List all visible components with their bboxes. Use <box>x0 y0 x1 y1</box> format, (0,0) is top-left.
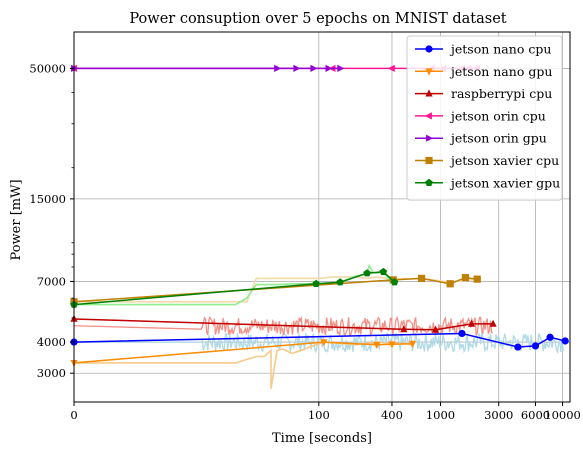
axes-frame <box>73 31 571 403</box>
legend-item: jetson orin gpu <box>415 131 547 146</box>
data-point <box>320 339 328 347</box>
legend-marker <box>425 68 433 76</box>
data-point <box>337 64 345 72</box>
data-point <box>310 64 318 72</box>
data-point <box>561 337 569 345</box>
legend-marker <box>425 45 433 53</box>
legend-label: jetson nano cpu <box>449 42 551 57</box>
data-point <box>293 64 301 72</box>
data-point <box>431 325 440 333</box>
legend-box <box>406 35 563 201</box>
y-tick-label: 50000 <box>29 61 66 75</box>
series-jetson-nano-gpu <box>70 339 417 368</box>
data-point <box>417 274 426 282</box>
x-axis-label: Time [seconds] <box>272 431 372 446</box>
data-point <box>390 278 399 286</box>
data-point <box>400 325 408 333</box>
legend-label: jetson xavier cpu <box>449 153 559 168</box>
chart-title: Power consuption over 5 epochs on MNIST … <box>129 11 506 27</box>
legend-item: raspberrypi cpu <box>415 86 552 101</box>
data-point <box>388 341 396 349</box>
y-tick-label: 7000 <box>37 274 66 288</box>
legend-marker <box>424 112 432 120</box>
data-point <box>473 275 481 283</box>
legend-item: jetson xavier cpu <box>415 153 559 168</box>
series-jetson-orin-gpu <box>71 64 345 72</box>
data-point <box>387 64 395 72</box>
legend-item: jetson xavier gpu <box>415 175 560 190</box>
x-tick-label: 3000 <box>484 408 513 422</box>
data-point <box>274 64 282 72</box>
data-point <box>489 319 497 327</box>
legend-item: jetson nano gpu <box>415 64 552 79</box>
data-point <box>408 340 417 348</box>
data-point <box>514 343 522 351</box>
data-point <box>312 279 320 287</box>
data-point <box>336 278 344 286</box>
data-point <box>461 274 470 282</box>
data-point <box>363 269 371 277</box>
legend-marker <box>425 156 433 165</box>
raw-trace <box>74 341 413 389</box>
series-raspberrypi-cpu <box>70 314 497 333</box>
x-tick-label: 400 <box>381 408 403 422</box>
legend-marker <box>425 89 433 97</box>
legend-label: jetson xavier gpu <box>449 175 560 190</box>
raw-trace <box>73 331 565 355</box>
legend-label: raspberrypi cpu <box>451 86 552 101</box>
data-point <box>468 319 476 327</box>
x-tick-label: 0 <box>70 408 77 422</box>
legend-item: jetson nano cpu <box>415 42 551 57</box>
data-point <box>458 329 466 338</box>
data-point <box>71 64 79 72</box>
legend: jetson nano cpu jetson nano gpu raspberryp… <box>406 35 563 201</box>
data-point <box>531 342 540 350</box>
data-point <box>379 267 388 275</box>
data-point <box>325 64 333 72</box>
legend-marker <box>425 178 433 186</box>
legend-label: jetson orin cpu <box>449 108 546 123</box>
y-tick-label: 3000 <box>37 366 66 380</box>
legend-label: jetson orin gpu <box>449 131 547 146</box>
y-axis-label: Power [mW] <box>9 179 24 260</box>
x-tick-label: 1000 <box>426 408 455 422</box>
y-tick-label: 15000 <box>29 192 66 206</box>
data-point <box>373 341 381 349</box>
legend-item: jetson orin cpu <box>415 108 546 123</box>
x-tick-label: 6000 <box>521 408 550 422</box>
x-tick-label: 100 <box>308 408 330 422</box>
legend-label: jetson nano gpu <box>449 64 552 79</box>
x-tick-label: 10000 <box>544 408 581 422</box>
data-point <box>446 280 454 288</box>
y-tick-label: 4000 <box>37 335 66 349</box>
raw-trace <box>73 315 493 338</box>
legend-marker <box>426 134 434 142</box>
data-point <box>546 333 554 341</box>
